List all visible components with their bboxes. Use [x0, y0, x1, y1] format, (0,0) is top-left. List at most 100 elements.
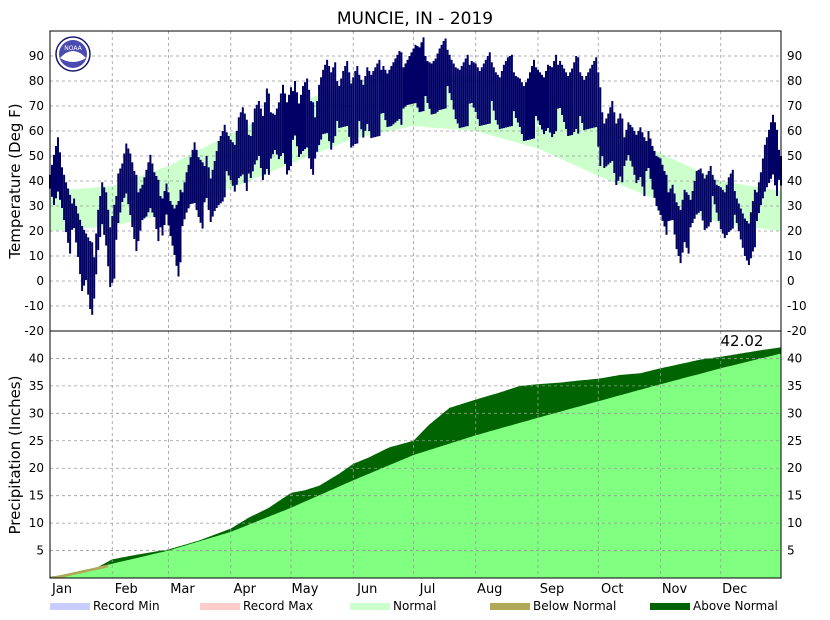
daily-temperature-bar — [253, 108, 256, 165]
temperature-tick-label-left: 20 — [29, 224, 44, 238]
daily-temperature-bar — [241, 107, 244, 175]
daily-temperature-bar — [663, 171, 666, 227]
daily-temperature-bar — [273, 114, 276, 150]
daily-temperature-bar — [65, 182, 68, 233]
daily-temperature-bar — [167, 192, 170, 226]
daily-temperature-bar — [525, 82, 527, 141]
daily-temperature-bar — [221, 131, 224, 202]
daily-temperature-bar — [336, 81, 339, 121]
daily-temperature-bar — [290, 87, 292, 167]
daily-temperature-bar — [649, 138, 652, 179]
daily-temperature-bar — [482, 63, 485, 125]
daily-temperature-bar — [408, 56, 411, 105]
daily-temperature-bar — [669, 188, 672, 221]
below-normal-precipitation-area — [50, 564, 109, 578]
daily-temperature-bar — [492, 67, 495, 111]
daily-temperature-bar — [541, 74, 543, 130]
daily-temperature-bar — [400, 52, 403, 125]
daily-temperature-bar — [95, 233, 98, 275]
daily-temperature-bar — [430, 63, 433, 115]
daily-temperature-bar — [209, 178, 212, 222]
daily-temperature-bar — [163, 191, 166, 225]
daily-temperature-bar — [765, 137, 768, 188]
temperature-panel: -20 -20 -10 -10 0 0 10 10 20 20 30 30 40 40 50 50 60 60 70… — [6, 30, 807, 338]
daily-temperature-bar — [109, 227, 112, 288]
temperature-tick-label-left: -10 — [24, 299, 44, 313]
daily-temperature-bar — [739, 208, 742, 240]
daily-temperature-bar — [452, 63, 455, 110]
daily-temperature-bar — [605, 118, 608, 167]
temperature-daily-bars — [49, 37, 782, 315]
legend-swatch — [490, 603, 530, 610]
daily-temperature-bar — [203, 166, 206, 203]
daily-temperature-bar — [374, 67, 377, 138]
daily-temperature-bar — [145, 169, 148, 217]
daily-temperature-bar — [153, 172, 156, 218]
daily-temperature-bar — [169, 201, 172, 236]
daily-temperature-bar — [675, 202, 678, 250]
daily-temperature-bar — [679, 209, 682, 264]
daily-temperature-bar — [751, 201, 754, 252]
legend-label: Record Min — [93, 599, 160, 613]
precipitation-tick-label-right: 15 — [787, 489, 802, 503]
temperature-tick-label-right: 60 — [787, 124, 802, 138]
daily-temperature-bar — [659, 158, 662, 215]
daily-temperature-bar — [621, 118, 624, 183]
temperature-tick-label-left: 60 — [29, 124, 44, 138]
daily-temperature-bar — [508, 56, 511, 127]
daily-temperature-bar — [101, 182, 104, 225]
daily-temperature-bar — [277, 102, 280, 160]
daily-temperature-bar — [243, 113, 246, 183]
daily-temperature-bar — [647, 131, 650, 168]
daily-temperature-bar — [187, 164, 190, 209]
daily-temperature-bar — [59, 152, 61, 200]
daily-temperature-bar — [683, 189, 686, 243]
daily-temperature-bar — [131, 162, 134, 228]
daily-temperature-bar — [368, 71, 371, 131]
daily-temperature-bar — [665, 174, 668, 235]
daily-temperature-bar — [97, 209, 100, 251]
daily-temperature-bar — [105, 192, 108, 246]
daily-temperature-bar — [547, 64, 549, 129]
daily-temperature-bar — [135, 174, 138, 252]
daily-temperature-bar — [567, 76, 570, 136]
daily-temperature-bar — [157, 179, 160, 242]
daily-temperature-bar — [774, 122, 776, 186]
daily-temperature-bar — [725, 184, 728, 236]
daily-temperature-bar — [709, 166, 712, 223]
daily-temperature-bar — [85, 233, 88, 280]
daily-temperature-bar — [251, 122, 254, 172]
daily-temperature-bar — [181, 192, 184, 227]
daily-temperature-bar — [324, 64, 327, 134]
daily-temperature-bar — [440, 44, 443, 110]
daily-temperature-bar — [322, 69, 325, 135]
daily-temperature-bar — [177, 201, 180, 277]
daily-temperature-bar — [61, 167, 63, 208]
daily-temperature-bar — [199, 159, 202, 223]
precipitation-tick-label-left: 40 — [29, 351, 44, 365]
daily-temperature-bar — [219, 136, 222, 204]
daily-temperature-bar — [115, 196, 118, 240]
daily-temperature-bar — [434, 58, 437, 114]
daily-temperature-bar — [63, 174, 66, 221]
daily-temperature-bar — [320, 77, 323, 140]
temperature-tick-label-right: -10 — [787, 299, 807, 313]
month-tick-label: Aug — [477, 582, 502, 597]
precipitation-tick-label-left: 30 — [29, 406, 44, 420]
daily-temperature-bar — [139, 188, 142, 231]
daily-temperature-bar — [193, 142, 196, 204]
daily-temperature-bar — [279, 93, 282, 156]
month-tick-label: Oct — [601, 582, 623, 597]
daily-temperature-bar — [768, 129, 770, 183]
daily-temperature-bar — [207, 167, 210, 210]
daily-temperature-bar — [681, 199, 684, 253]
daily-temperature-bar — [231, 142, 234, 186]
daily-temperature-bar — [77, 213, 80, 257]
daily-temperature-bar — [422, 37, 425, 112]
daily-temperature-bar — [695, 171, 698, 215]
daily-temperature-bar — [733, 191, 736, 215]
daily-temperature-bar — [597, 72, 600, 147]
daily-temperature-bar — [745, 221, 748, 261]
daily-temperature-bar — [296, 92, 298, 147]
daily-temperature-bar — [553, 61, 556, 134]
